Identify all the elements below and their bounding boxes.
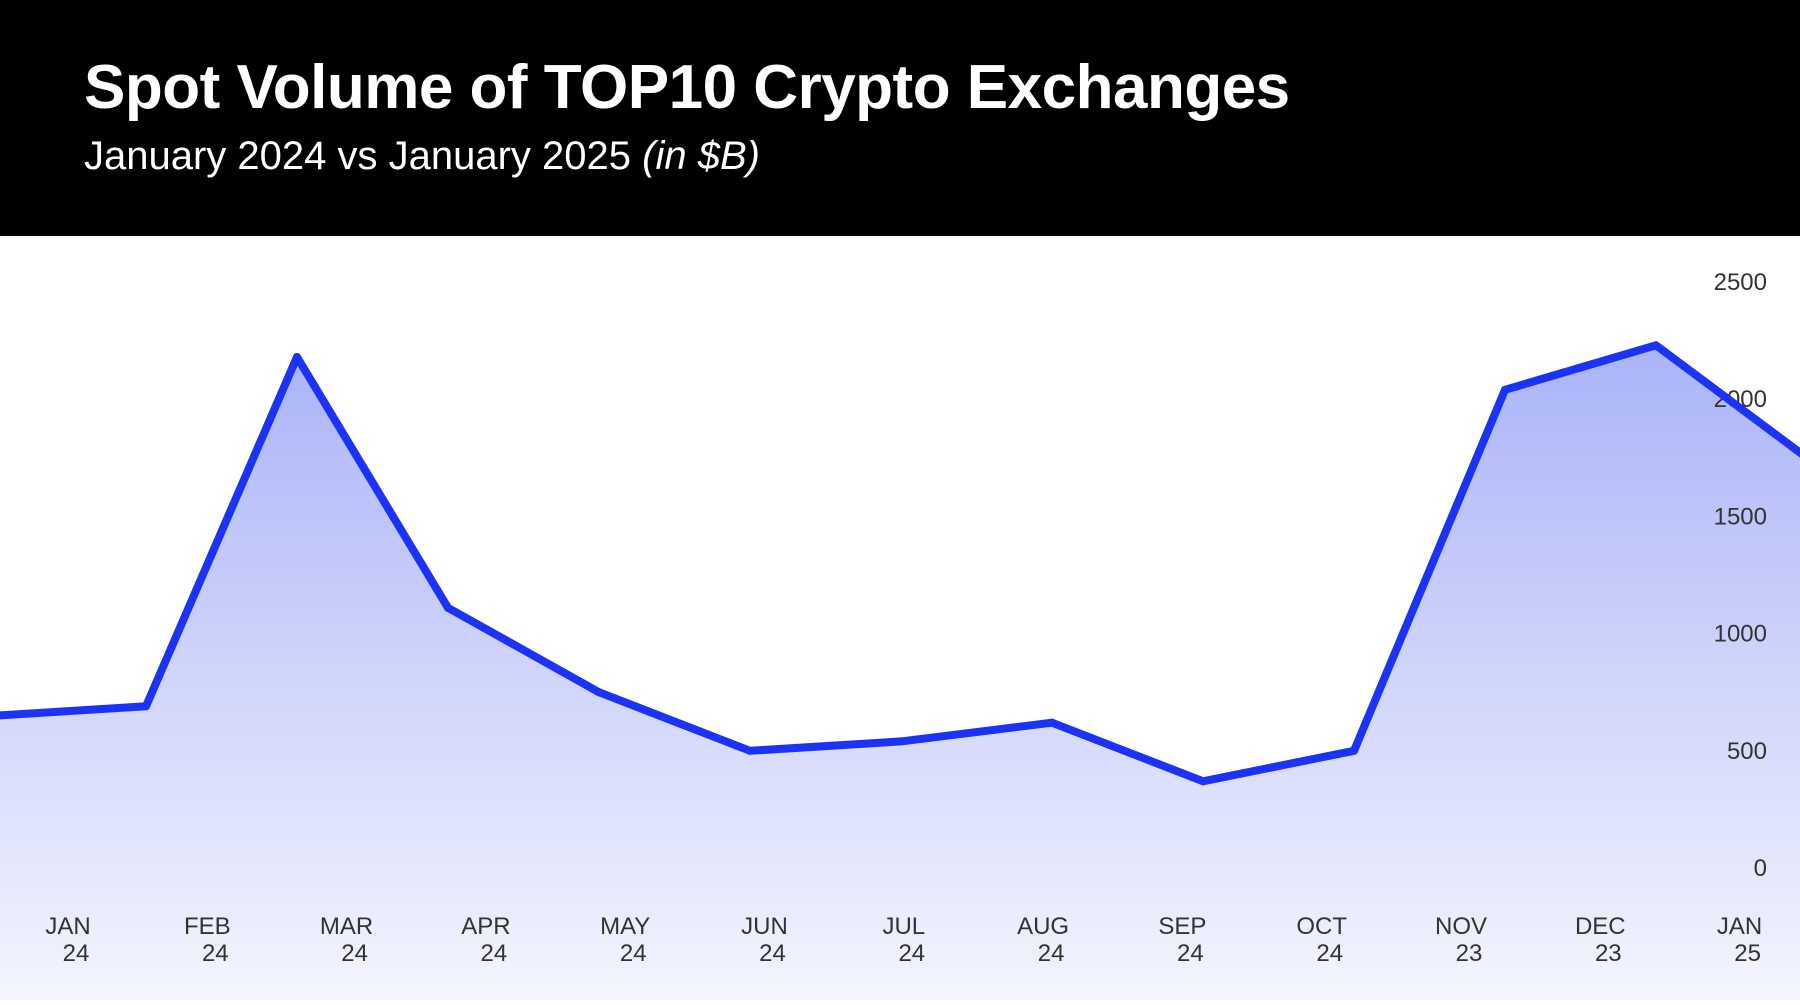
x-tick-label: AUG 24 [1017, 913, 1069, 967]
x-tick-label: JUN 24 [741, 913, 788, 967]
data-point [1048, 718, 1056, 727]
y-tick-label: 1000 [1714, 621, 1767, 648]
x-tick-label: JAN 25 [1717, 913, 1762, 967]
data-point [293, 353, 301, 362]
x-tick-label: NOV 23 [1435, 913, 1487, 967]
data-point [1199, 777, 1207, 786]
y-tick-label: 1500 [1714, 503, 1767, 530]
chart-area: 2500 2000 1500 1000 500 0 JAN 24 FEB 24 MAR 24 APR 24… [0, 236, 1800, 1000]
data-point [595, 688, 603, 697]
x-tick-label: APR 24 [461, 913, 510, 967]
y-tick-label: 0 [1754, 855, 1767, 882]
x-tick-label: DEC 23 [1575, 913, 1626, 967]
data-point [1652, 341, 1660, 350]
chart-subtitle: January 2024 vs January 2025 (in $B) [84, 134, 760, 179]
subtitle-period: January 2024 vs January 2025 [84, 134, 632, 178]
data-point [897, 737, 905, 746]
x-tick-label: FEB 24 [184, 913, 231, 967]
area-fill [0, 345, 1800, 1000]
y-tick-label: 500 [1727, 738, 1767, 765]
chart-header: Spot Volume of TOP10 Crypto Exchanges Ja… [0, 0, 1800, 236]
y-tick-label: 2500 [1714, 269, 1767, 296]
data-point [142, 702, 150, 711]
chart-title: Spot Volume of TOP10 Crypto Exchanges [84, 53, 1290, 122]
data-point [444, 603, 452, 612]
x-tick-label: MAR 24 [320, 913, 373, 967]
data-point [1350, 746, 1358, 755]
x-tick-label: OCT 24 [1296, 913, 1347, 967]
x-tick-label: MAY 24 [600, 913, 650, 967]
x-tick-label: JUL 24 [882, 913, 925, 967]
data-point [1501, 385, 1509, 394]
data-point [746, 746, 754, 755]
x-tick-label: JAN 24 [45, 913, 90, 967]
subtitle-unit: (in $B) [642, 134, 760, 178]
x-tick-label: SEP 24 [1158, 913, 1206, 967]
